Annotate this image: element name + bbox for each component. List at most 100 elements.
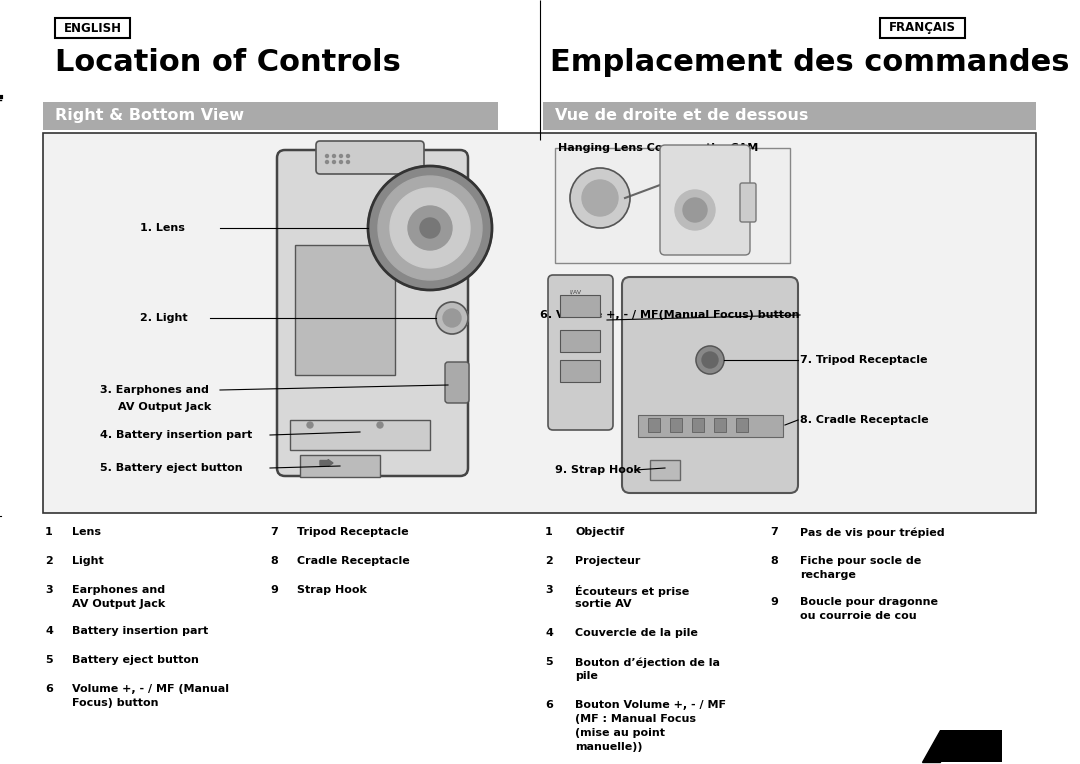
Text: (mise au point: (mise au point xyxy=(575,728,665,738)
Circle shape xyxy=(696,346,724,374)
Text: O/AV: O/AV xyxy=(448,385,461,390)
Bar xyxy=(648,418,660,432)
Text: I/AV: I/AV xyxy=(569,290,581,295)
Bar xyxy=(291,420,430,450)
Text: recharge: recharge xyxy=(800,570,855,580)
Bar xyxy=(650,460,680,480)
Circle shape xyxy=(339,160,342,163)
Text: Right & Bottom View: Right & Bottom View xyxy=(55,108,244,123)
Bar xyxy=(714,418,726,432)
Bar xyxy=(300,455,380,477)
Text: Bouton Volume +, - / MF: Bouton Volume +, - / MF xyxy=(575,700,726,710)
Text: ENGLISH: ENGLISH xyxy=(64,21,122,34)
Circle shape xyxy=(378,176,482,280)
Bar xyxy=(638,415,783,437)
Text: 9: 9 xyxy=(270,585,278,595)
Text: 7: 7 xyxy=(270,527,278,537)
Circle shape xyxy=(333,154,336,157)
Circle shape xyxy=(325,160,328,163)
FancyBboxPatch shape xyxy=(548,275,613,430)
Text: (MF : Manual Focus: (MF : Manual Focus xyxy=(575,714,696,724)
Circle shape xyxy=(339,154,342,157)
Text: FRANÇAIS: FRANÇAIS xyxy=(889,21,956,34)
Text: 3: 3 xyxy=(545,585,553,595)
Bar xyxy=(692,418,704,432)
Text: 7: 7 xyxy=(770,527,778,537)
Bar xyxy=(880,18,966,38)
Circle shape xyxy=(390,188,470,268)
Text: Fiche pour socle de: Fiche pour socle de xyxy=(800,556,921,566)
Text: ACME: ACME xyxy=(679,430,701,436)
Text: 4: 4 xyxy=(45,626,53,636)
Text: 7. Tripod Receptacle: 7. Tripod Receptacle xyxy=(800,355,928,365)
Text: 6. Volume +, - / MF(Manual Focus) button: 6. Volume +, - / MF(Manual Focus) button xyxy=(540,310,800,320)
Text: pile: pile xyxy=(575,671,598,681)
Text: 8: 8 xyxy=(770,556,778,566)
Text: 3. Earphones and: 3. Earphones and xyxy=(100,385,208,395)
Bar xyxy=(43,133,1036,513)
Bar xyxy=(295,245,395,375)
Text: 5: 5 xyxy=(545,657,553,667)
Text: 2: 2 xyxy=(545,556,553,566)
Text: Tripod Receptacle: Tripod Receptacle xyxy=(297,527,408,537)
Text: Battery insertion part: Battery insertion part xyxy=(72,626,208,636)
Text: 8: 8 xyxy=(270,556,278,566)
Text: 4: 4 xyxy=(545,628,553,638)
Text: Emplacement des commandes: Emplacement des commandes xyxy=(550,48,1069,77)
Text: Strap Hook: Strap Hook xyxy=(297,585,367,595)
Bar xyxy=(43,102,498,130)
Text: Projecteur: Projecteur xyxy=(575,556,640,566)
FancyBboxPatch shape xyxy=(740,183,756,222)
Circle shape xyxy=(377,422,383,428)
Bar xyxy=(735,418,748,432)
Text: 1: 1 xyxy=(545,527,553,537)
Circle shape xyxy=(368,166,492,290)
Text: 6: 6 xyxy=(45,684,53,694)
Text: Battery eject button: Battery eject button xyxy=(72,655,199,665)
Text: 15: 15 xyxy=(959,735,984,753)
Text: Light: Light xyxy=(72,556,104,566)
Text: Bouton d’éjection de la: Bouton d’éjection de la xyxy=(575,657,720,668)
Bar xyxy=(561,295,600,317)
Text: 5. Battery eject button: 5. Battery eject button xyxy=(100,463,243,473)
Text: Vue de droite et de dessous: Vue de droite et de dessous xyxy=(555,108,808,123)
Text: Boucle pour dragonne: Boucle pour dragonne xyxy=(800,597,939,607)
Text: Pas de vis pour trépied: Pas de vis pour trépied xyxy=(800,527,945,538)
Text: 1: 1 xyxy=(45,527,53,537)
FancyArrow shape xyxy=(320,459,333,467)
Text: sortie AV: sortie AV xyxy=(575,599,632,609)
Circle shape xyxy=(436,302,468,334)
Circle shape xyxy=(420,218,440,238)
Bar xyxy=(670,418,681,432)
Bar xyxy=(55,18,130,38)
Text: Volume +, - / MF (Manual: Volume +, - / MF (Manual xyxy=(72,684,229,694)
Text: Focus) button: Focus) button xyxy=(72,698,159,708)
Text: 5: 5 xyxy=(45,655,53,665)
Bar xyxy=(561,360,600,382)
Text: 6: 6 xyxy=(545,700,553,710)
Text: 2: 2 xyxy=(45,556,53,566)
FancyBboxPatch shape xyxy=(276,150,468,476)
Circle shape xyxy=(347,154,350,157)
FancyBboxPatch shape xyxy=(316,141,424,174)
Text: 4. Battery insertion part: 4. Battery insertion part xyxy=(100,430,253,440)
Text: Couvercle de la pile: Couvercle de la pile xyxy=(575,628,698,638)
Polygon shape xyxy=(922,730,940,762)
Circle shape xyxy=(675,190,715,230)
FancyBboxPatch shape xyxy=(622,277,798,493)
Bar xyxy=(543,102,1036,130)
Text: 8. Cradle Receptacle: 8. Cradle Receptacle xyxy=(800,415,929,425)
Circle shape xyxy=(333,160,336,163)
Text: Objectif: Objectif xyxy=(575,527,624,537)
FancyBboxPatch shape xyxy=(660,145,750,255)
Bar xyxy=(561,330,600,352)
Circle shape xyxy=(325,154,328,157)
Circle shape xyxy=(702,352,718,368)
Text: manuelle)): manuelle)) xyxy=(575,742,643,752)
Circle shape xyxy=(443,309,461,327)
Text: 3: 3 xyxy=(45,585,53,595)
Circle shape xyxy=(683,198,707,222)
Text: Hanging Lens Cover on the CAM: Hanging Lens Cover on the CAM xyxy=(558,143,758,153)
Bar xyxy=(940,730,1002,762)
Text: 2. Light: 2. Light xyxy=(140,313,188,323)
